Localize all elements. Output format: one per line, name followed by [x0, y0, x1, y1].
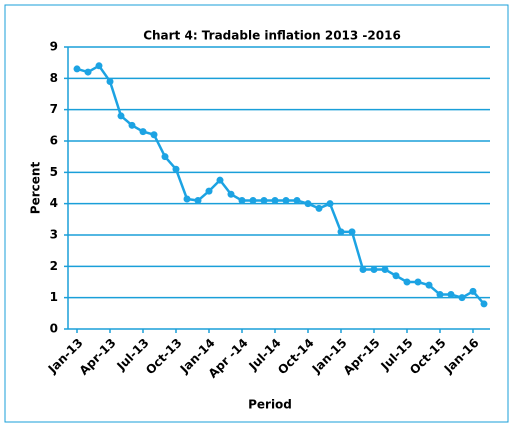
- y-tick-label: 0: [50, 322, 58, 336]
- y-tick-label: 3: [50, 228, 58, 242]
- data-point: [370, 265, 378, 273]
- data-point: [282, 197, 290, 205]
- data-point: [150, 131, 158, 139]
- data-point: [161, 153, 169, 161]
- data-point: [348, 228, 356, 236]
- data-point: [183, 195, 191, 203]
- data-point: [117, 112, 125, 120]
- data-point: [381, 265, 389, 273]
- data-point: [403, 278, 411, 286]
- data-point: [194, 197, 202, 205]
- chart-title: Chart 4: Tradable inflation 2013 -2016: [143, 29, 401, 43]
- y-axis-label: Percent: [29, 162, 43, 215]
- data-point: [304, 200, 312, 208]
- y-tick-label: 2: [50, 259, 58, 273]
- data-point: [469, 287, 477, 295]
- data-point: [128, 121, 136, 129]
- data-point: [337, 228, 345, 236]
- y-tick-label: 5: [50, 165, 58, 179]
- data-point: [271, 197, 279, 205]
- y-tick-label: 1: [50, 290, 58, 304]
- data-point: [326, 200, 334, 208]
- data-point: [260, 197, 268, 205]
- data-point: [73, 65, 81, 73]
- data-point: [227, 190, 235, 198]
- data-point: [84, 68, 92, 76]
- data-point: [216, 176, 224, 184]
- y-tick-label: 7: [50, 102, 58, 116]
- data-point: [480, 300, 488, 308]
- data-point: [205, 187, 213, 195]
- data-point: [293, 197, 301, 205]
- y-tick-label: 9: [50, 40, 58, 54]
- data-point: [238, 197, 246, 205]
- y-tick-label: 4: [50, 196, 58, 210]
- data-point: [249, 197, 257, 205]
- data-point: [106, 77, 114, 85]
- y-tick-label: 6: [50, 134, 58, 148]
- data-point: [458, 294, 466, 302]
- data-point: [139, 128, 147, 136]
- data-point: [436, 291, 444, 299]
- x-axis-label: Period: [248, 398, 292, 412]
- data-point: [95, 62, 103, 70]
- data-point: [425, 281, 433, 289]
- data-point: [414, 278, 422, 286]
- y-tick-label: 8: [50, 71, 58, 85]
- data-point: [172, 165, 180, 173]
- data-point: [315, 204, 323, 212]
- data-point: [359, 265, 367, 273]
- data-point: [392, 272, 400, 280]
- data-point: [447, 291, 455, 299]
